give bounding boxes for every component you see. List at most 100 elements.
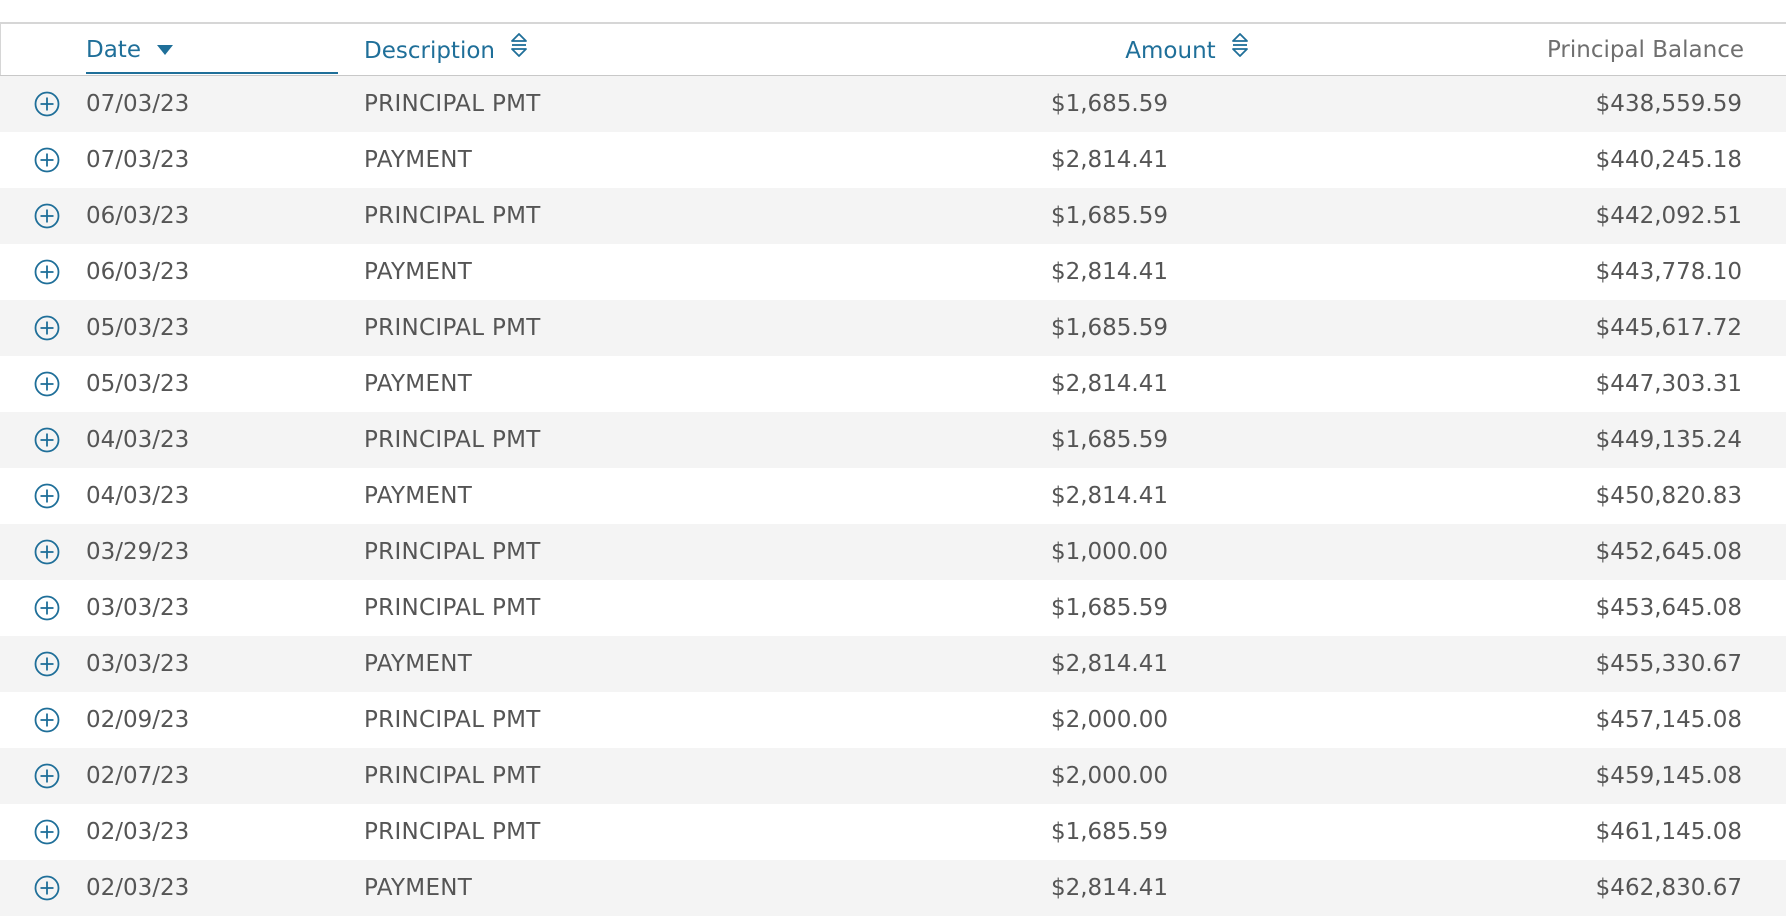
row-principal-balance: $452,645.08 [1595,539,1742,565]
row-description: PRINCIPAL PMT [364,91,541,117]
row-principal-balance: $462,830.67 [1595,875,1742,901]
table-row: 02/09/23 PRINCIPAL PMT $2,000.00 $457,145.0… [0,692,1786,748]
row-principal-balance: $447,303.31 [1595,371,1742,397]
row-description: PRINCIPAL PMT [364,203,541,229]
table-row: 04/03/23 PAYMENT $2,814.41 $450,820.83 [0,468,1786,524]
table-row: 06/03/23 PRINCIPAL PMT $1,685.59 $442,092.5… [0,188,1786,244]
column-header-principal-balance: Principal Balance [1547,34,1744,66]
row-date: 02/09/23 [86,707,190,733]
table-row: 07/03/23 PRINCIPAL PMT $1,685.59 $438,559.5… [0,76,1786,132]
row-date: 03/03/23 [86,595,190,621]
plus-circle-icon[interactable] [34,483,60,509]
plus-circle-icon[interactable] [34,539,60,565]
row-date: 04/03/23 [86,483,190,509]
row-principal-balance: $453,645.08 [1595,595,1742,621]
plus-circle-icon[interactable] [34,203,60,229]
plus-circle-icon[interactable] [34,707,60,733]
table-row: 05/03/23 PAYMENT $2,814.41 $447,303.31 [0,356,1786,412]
row-amount: $2,814.41 [1050,875,1168,901]
plus-circle-icon[interactable] [34,651,60,677]
row-description: PRINCIPAL PMT [364,707,541,733]
row-date: 06/03/23 [86,203,190,229]
plus-circle-icon[interactable] [34,763,60,789]
plus-circle-icon[interactable] [34,875,60,901]
row-principal-balance: $443,778.10 [1595,259,1742,285]
row-date: 07/03/23 [86,147,190,173]
top-divider [0,22,1786,24]
plus-circle-icon[interactable] [34,147,60,173]
row-amount: $1,685.59 [1050,91,1168,117]
column-header-amount-label: Amount [1125,38,1216,64]
row-date: 05/03/23 [86,315,190,341]
plus-circle-icon[interactable] [34,819,60,845]
row-date: 04/03/23 [86,427,190,453]
plus-circle-icon[interactable] [34,595,60,621]
table-row: 05/03/23 PRINCIPAL PMT $1,685.59 $445,617.7… [0,300,1786,356]
table-row: 03/03/23 PAYMENT $2,814.41 $455,330.67 [0,636,1786,692]
table-row: 07/03/23 PAYMENT $2,814.41 $440,245.18 [0,132,1786,188]
row-amount: $2,814.41 [1050,651,1168,677]
row-description: PAYMENT [364,259,473,285]
row-amount: $2,814.41 [1050,259,1168,285]
row-date: 02/03/23 [86,819,190,845]
row-date: 07/03/23 [86,91,190,117]
row-principal-balance: $442,092.51 [1595,203,1742,229]
column-header-principal-balance-label: Principal Balance [1546,37,1744,63]
row-amount: $1,685.59 [1050,595,1168,621]
row-principal-balance: $440,245.18 [1595,147,1742,173]
row-date: 03/03/23 [86,651,190,677]
sort-up-down-icon[interactable] [510,32,528,67]
row-amount: $1,685.59 [1050,203,1168,229]
row-amount: $1,000.00 [1050,539,1168,565]
plus-circle-icon[interactable] [34,91,60,117]
row-principal-balance: $459,145.08 [1595,763,1742,789]
row-description: PRINCIPAL PMT [364,539,541,565]
column-header-description-label: Description [364,38,495,64]
row-amount: $1,685.59 [1050,315,1168,341]
row-description: PAYMENT [364,371,473,397]
column-header-description[interactable]: Description [364,32,528,67]
column-header-date-label: Date [86,37,141,63]
row-principal-balance: $457,145.08 [1595,707,1742,733]
table-row: 02/03/23 PRINCIPAL PMT $1,685.59 $461,145.0… [0,804,1786,860]
row-description: PRINCIPAL PMT [364,763,541,789]
row-description: PRINCIPAL PMT [364,819,541,845]
row-date: 02/07/23 [86,763,190,789]
table-row: 02/03/23 PAYMENT $2,814.41 $462,830.67 [0,860,1786,916]
table-row: 03/03/23 PRINCIPAL PMT $1,685.59 $453,645.0… [0,580,1786,636]
row-description: PRINCIPAL PMT [364,427,541,453]
row-description: PAYMENT [364,875,473,901]
column-header-date[interactable]: Date [86,34,336,66]
table-row: 02/07/23 PRINCIPAL PMT $2,000.00 $459,145.0… [0,748,1786,804]
row-amount: $2,814.41 [1050,483,1168,509]
plus-circle-icon[interactable] [34,259,60,285]
table-row: 03/29/23 PRINCIPAL PMT $1,000.00 $452,645.0… [0,524,1786,580]
row-description: PRINCIPAL PMT [364,595,541,621]
row-amount: $2,000.00 [1050,707,1168,733]
row-amount: $2,000.00 [1050,763,1168,789]
plus-circle-icon[interactable] [34,371,60,397]
active-sort-underline [86,72,338,74]
row-principal-balance: $438,559.59 [1595,91,1742,117]
row-principal-balance: $450,820.83 [1595,483,1742,509]
row-description: PAYMENT [364,483,473,509]
row-principal-balance: $449,135.24 [1595,427,1742,453]
row-description: PRINCIPAL PMT [364,315,541,341]
row-amount: $1,685.59 [1050,427,1168,453]
caret-down-icon[interactable] [156,33,174,65]
row-date: 06/03/23 [86,259,190,285]
row-amount: $1,685.59 [1050,819,1168,845]
row-date: 03/29/23 [86,539,190,565]
transaction-rows: 07/03/23 PRINCIPAL PMT $1,685.59 $438,559.5… [0,76,1786,916]
sort-up-down-icon[interactable] [1231,32,1249,67]
plus-circle-icon[interactable] [34,427,60,453]
row-principal-balance: $445,617.72 [1595,315,1742,341]
row-amount: $2,814.41 [1050,371,1168,397]
column-header-amount[interactable]: Amount [1125,32,1249,67]
row-principal-balance: $461,145.08 [1595,819,1742,845]
row-description: PAYMENT [364,651,473,677]
row-amount: $2,814.41 [1050,147,1168,173]
row-description: PAYMENT [364,147,473,173]
plus-circle-icon[interactable] [34,315,60,341]
